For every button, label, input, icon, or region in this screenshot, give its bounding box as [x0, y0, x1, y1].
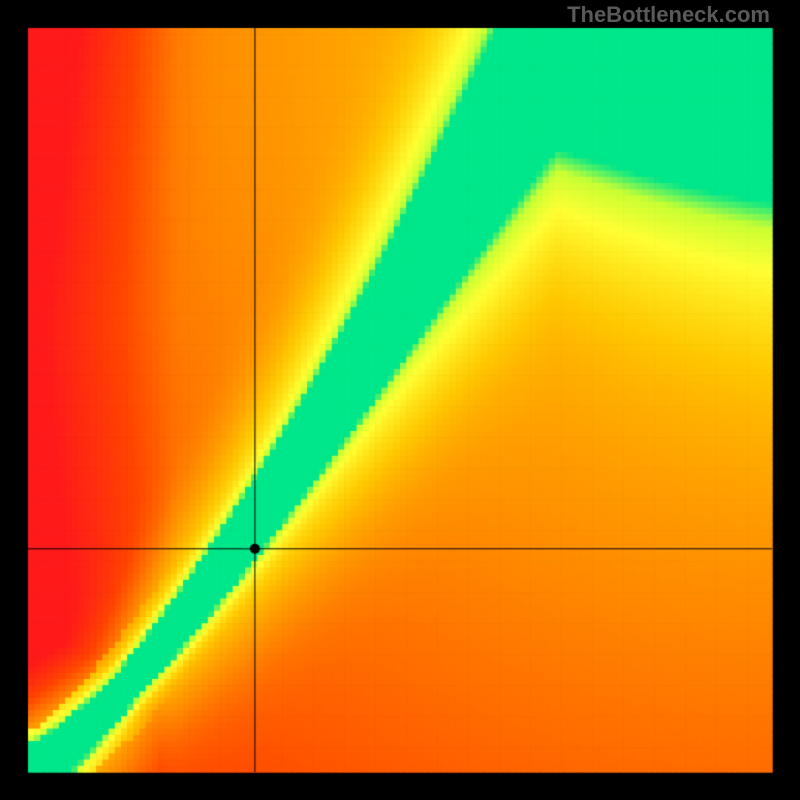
- bottleneck-heatmap: [0, 0, 800, 800]
- chart-container: TheBottleneck.com: [0, 0, 800, 800]
- watermark-text: TheBottleneck.com: [567, 2, 770, 28]
